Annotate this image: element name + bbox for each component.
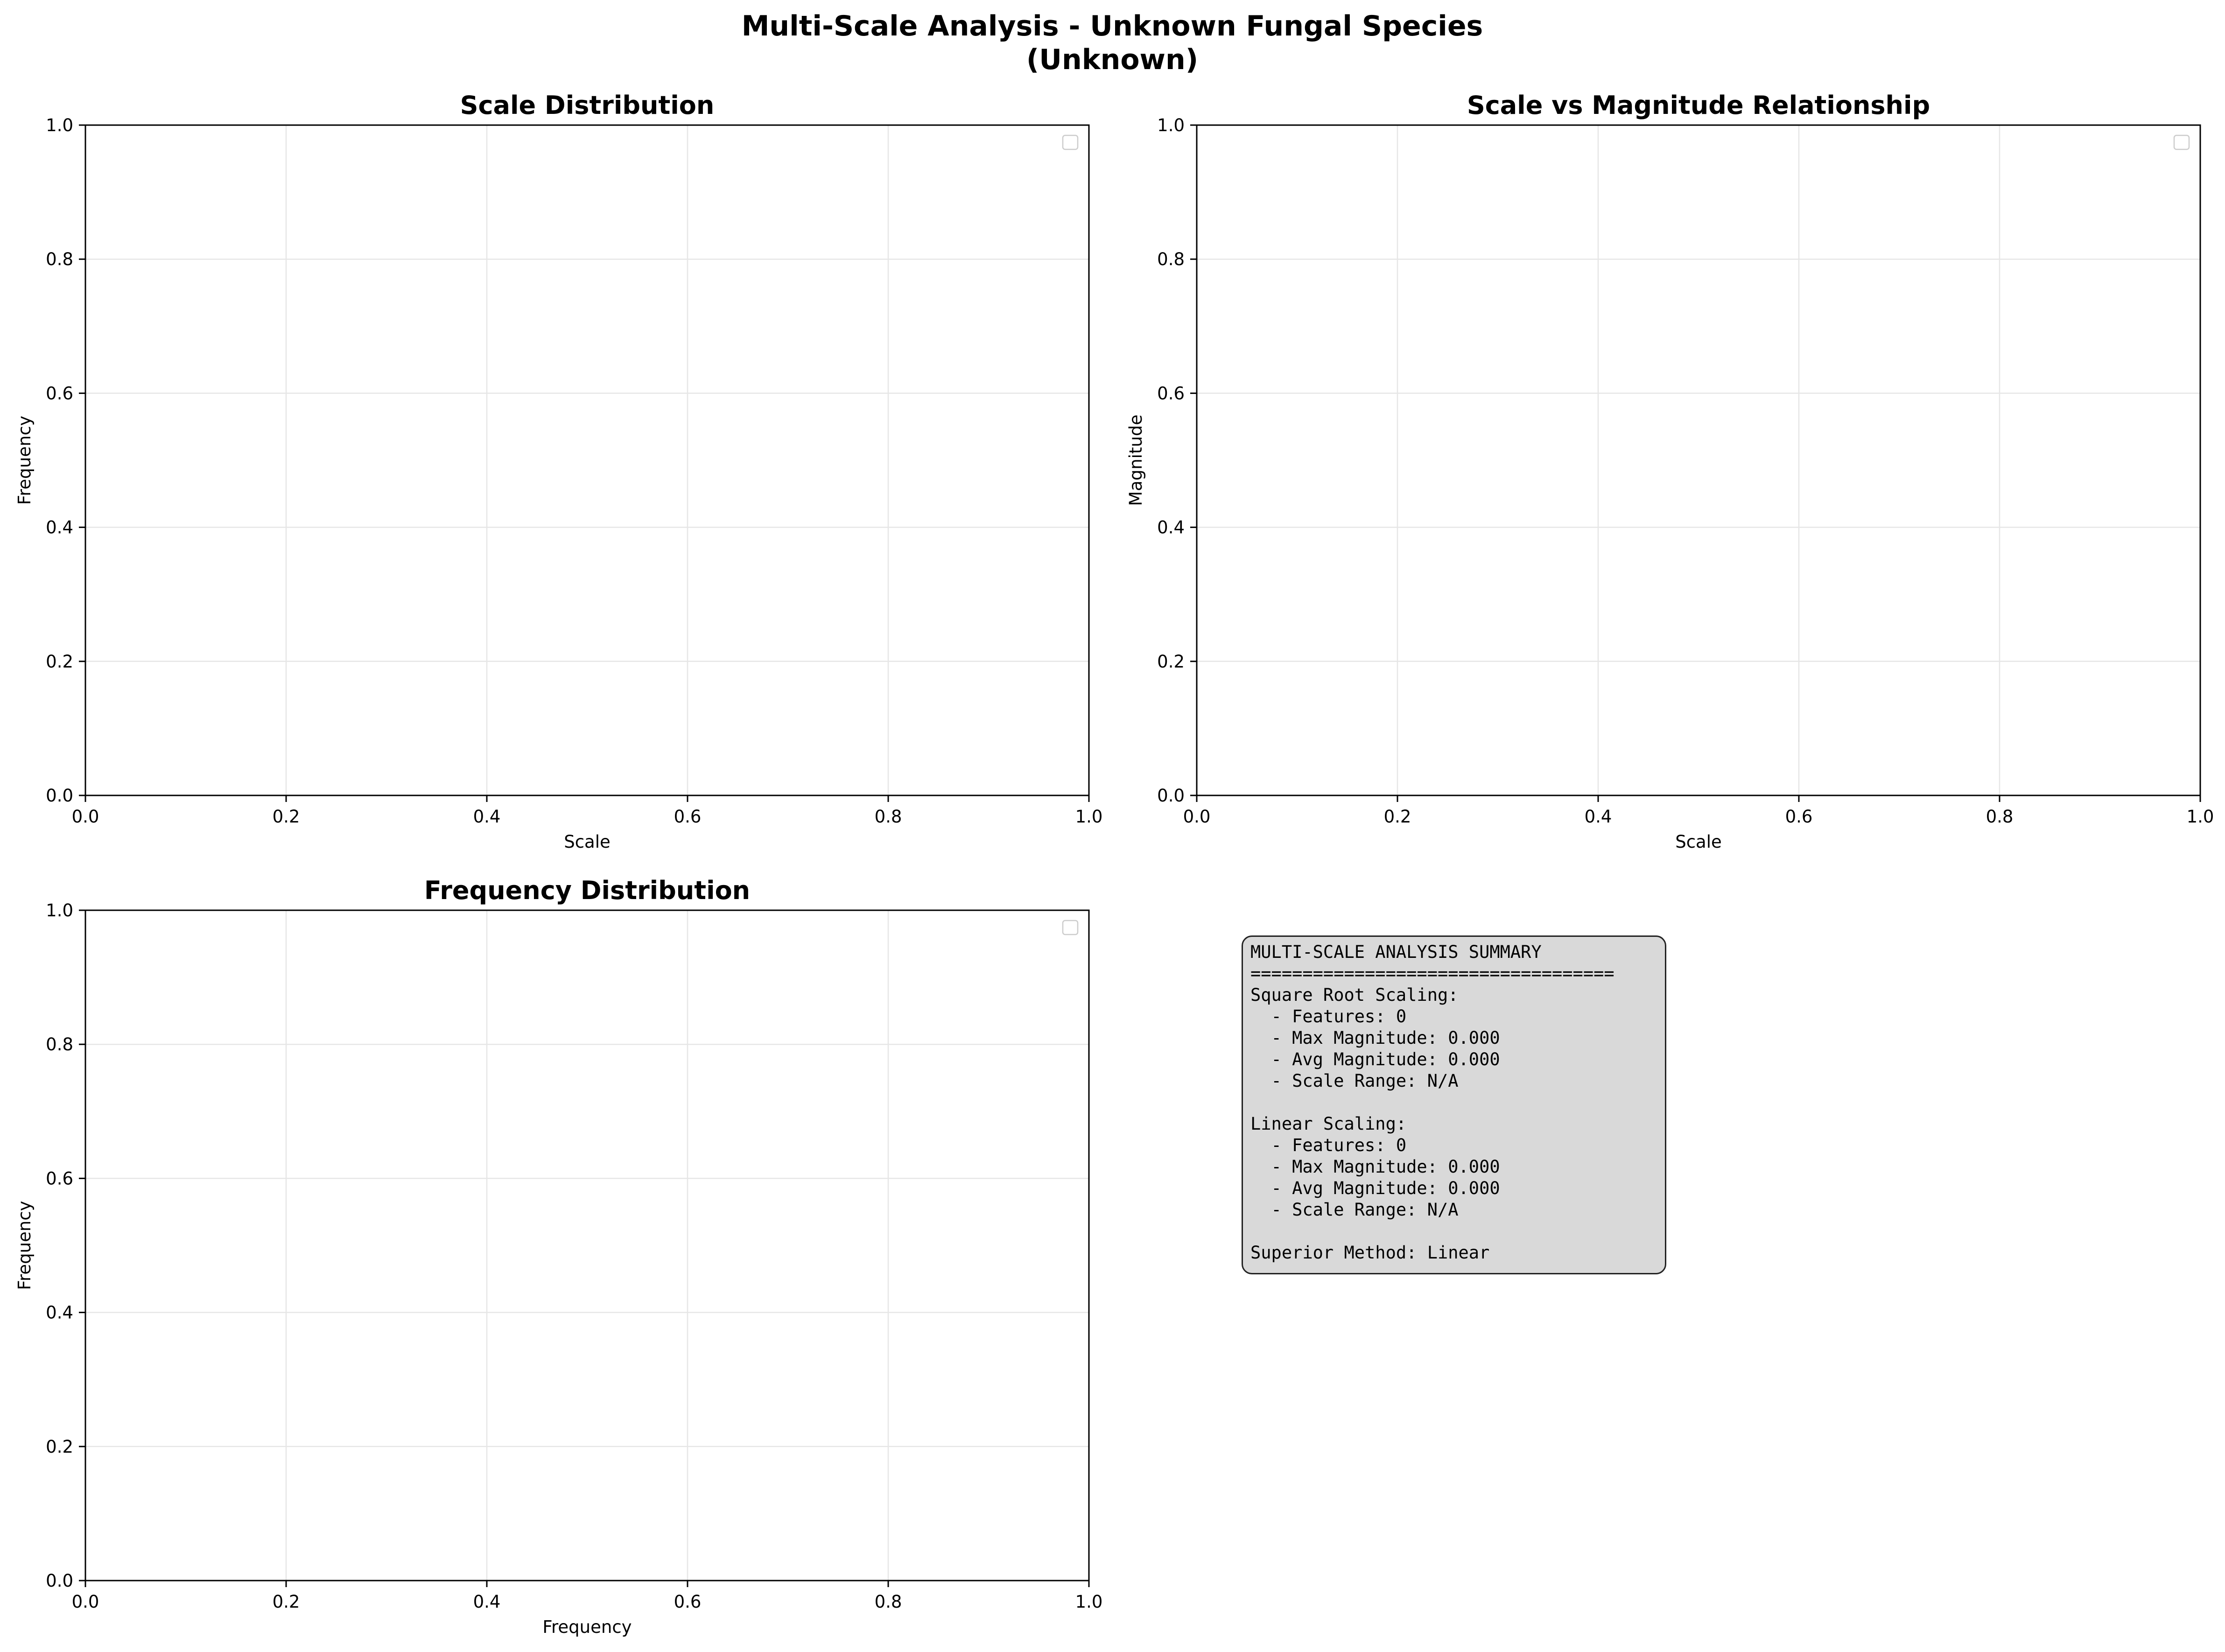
x-tick-label: 0.2 [273,807,300,827]
y-tick-label: 0.2 [46,1437,73,1457]
y-tick-label: 0.4 [1157,518,1185,538]
x-tick-label: 0.0 [72,807,99,827]
x-tick-label: 0.4 [473,807,501,827]
x-tick-label: 0.4 [1585,807,1612,827]
y-tick-label: 0.2 [46,652,73,672]
x-tick-label: 1.0 [1075,807,1103,827]
suptitle-line-2: (Unknown) [1026,43,1198,76]
y-tick-label: 0.8 [46,249,73,269]
chart-scale-distribution: 0.0 0.2 0.4 0.6 0.8 1.0 0.0 0.2 0.4 0.6 0.8 1.0 Scal… [14,91,1102,852]
y-tick-label: 1.0 [46,115,73,135]
y-axis-label: Frequency [14,415,35,505]
y-tick-label: 0.6 [1157,383,1185,403]
chart-title: Frequency Distribution [424,876,750,905]
chart-frequency-distribution: 0.0 0.2 0.4 0.6 0.8 1.0 0.0 0.2 0.4 0.6 0.8 1.0 Freq… [14,876,1102,1637]
legend-box [2173,134,2190,150]
x-tick-label: 0.8 [875,807,902,827]
chart-title: Scale Distribution [460,91,715,120]
x-tick-label: 0.2 [1384,807,1411,827]
x-tick-label: 0.0 [1183,807,1211,827]
summary-box: MULTI-SCALE ANALYSIS SUMMARY ===========… [1242,935,1666,1274]
x-tick-label: 0.6 [674,807,702,827]
y-tick-label: 0.6 [46,1168,73,1188]
y-tick-label: 1.0 [1157,115,1185,135]
y-tick-label: 0.4 [46,1303,73,1323]
suptitle-line-1: Multi-Scale Analysis - Unknown Fungal Sp… [742,10,1483,42]
axes-layer: 0.0 0.2 0.4 0.6 0.8 1.0 0.0 0.2 0.4 0.6 0.8 1.0 Scal… [14,91,2214,1637]
x-tick-label: 0.6 [1785,807,1813,827]
chart-scale-vs-magnitude: 0.0 0.2 0.4 0.6 0.8 1.0 0.0 0.2 0.4 0.6 0.8 1.0 Scal… [1126,91,2214,852]
legend-box [1062,134,1079,150]
x-tick-label: 0.8 [875,1592,902,1612]
chart-title: Scale vs Magnitude Relationship [1467,91,1930,120]
y-axis-label: Frequency [14,1201,35,1290]
axes-frame [84,124,1090,796]
y-tick-label: 0.8 [1157,249,1185,269]
summary-text: MULTI-SCALE ANALYSIS SUMMARY ===========… [1250,942,1614,1263]
x-tick-label: 0.2 [273,1592,300,1612]
y-tick-label: 0.6 [46,383,73,403]
y-tick-label: 0.0 [46,1571,73,1591]
x-tick-label: 1.0 [1075,1592,1103,1612]
legend-box [1062,920,1079,935]
y-tick-label: 0.0 [1157,786,1185,806]
y-tick-label: 0.8 [46,1034,73,1054]
x-tick-label: 0.8 [1986,807,2014,827]
x-tick-label: 0.4 [473,1592,501,1612]
y-tick-label: 0.0 [46,786,73,806]
x-axis-label: Scale [564,832,611,852]
axes-frame [1196,124,2201,796]
x-tick-label: 0.0 [72,1592,99,1612]
y-tick-label: 1.0 [46,900,73,921]
x-tick-label: 0.6 [674,1592,702,1612]
y-axis-label: Magnitude [1126,415,1146,506]
x-tick-label: 1.0 [2187,807,2214,827]
y-tick-label: 0.2 [1157,652,1185,672]
y-tick-label: 0.4 [46,518,73,538]
x-axis-label: Frequency [542,1617,632,1637]
x-axis-label: Scale [1675,832,1722,852]
axes-frame [84,909,1090,1582]
